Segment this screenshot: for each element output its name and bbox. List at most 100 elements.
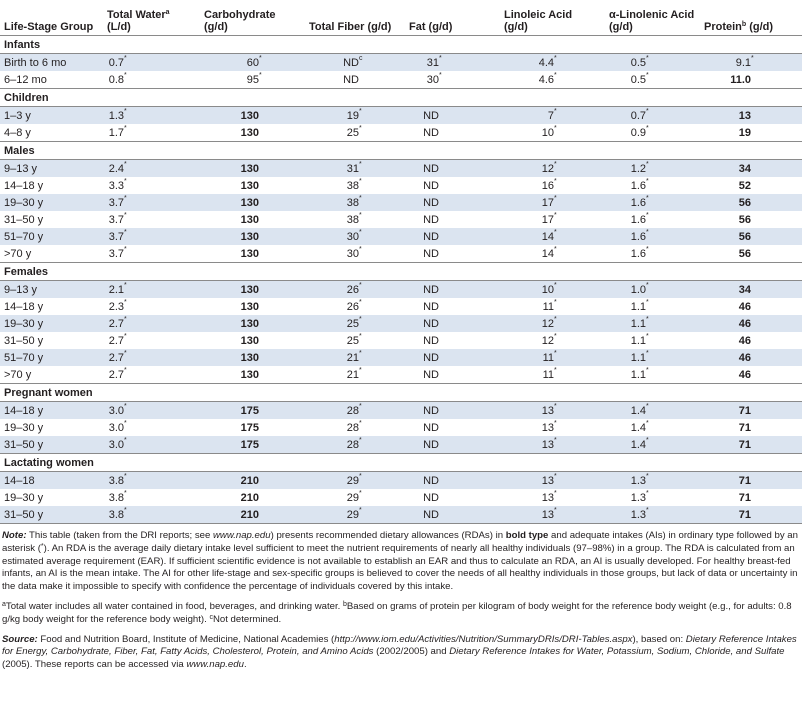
value-mark: * (646, 71, 649, 79)
note-text: Not determined. (212, 613, 282, 625)
value-mark: * (259, 71, 262, 79)
header-text: Carbohydrate (204, 9, 276, 21)
value: 46 (738, 351, 751, 364)
value-mark: * (359, 211, 362, 219)
value: 11 (542, 368, 554, 381)
value-cell: 4.4* (500, 53, 605, 71)
value-cell: 3.8* (103, 471, 200, 489)
value: 130 (240, 317, 259, 330)
value-cell: 3.7* (103, 245, 200, 263)
value-mark: * (124, 402, 127, 410)
value-mark: * (124, 54, 127, 62)
value: 38 (346, 196, 359, 209)
value-cell: 3.8* (103, 506, 200, 524)
value-mark: * (646, 281, 649, 289)
value: ND (423, 300, 439, 313)
value: 210 (240, 474, 259, 487)
life-stage-group: 19–30 y (0, 194, 103, 211)
value: 3.8 (108, 508, 124, 521)
value-mark: * (124, 298, 127, 306)
value-mark: * (124, 160, 127, 168)
value-cell: ND (405, 471, 500, 489)
value: 3.8 (108, 491, 124, 504)
life-stage-group: 9–13 y (0, 159, 103, 177)
life-stage-group: 19–30 y (4, 421, 44, 434)
value-cell: 130 (200, 315, 305, 332)
value-mark: * (646, 419, 649, 427)
value: 26 (346, 283, 359, 296)
value: 1.1 (630, 368, 646, 381)
life-stage-group: >70 y (4, 368, 32, 381)
value: 3.3 (108, 179, 124, 192)
value-cell: 1.4* (605, 401, 700, 419)
value: 28 (346, 421, 359, 434)
value-cell: 1.1* (605, 349, 700, 366)
value-cell: 1.2* (605, 159, 700, 177)
note-text: Based on grams of protein per kilogram o… (2, 600, 792, 625)
value-cell: 130 (200, 280, 305, 298)
value-mark: * (439, 71, 442, 79)
value-cell: 19* (305, 106, 405, 124)
value-cell: 210 (200, 506, 305, 524)
value-mark: * (124, 124, 127, 132)
note-text: Dietary Reference Intakes for Water, Pot… (449, 646, 785, 658)
value-cell: 31* (405, 53, 500, 71)
life-stage-group: 31–50 y (4, 213, 44, 226)
value: 1.7 (108, 126, 124, 139)
data-row: 14–18 y 2.3* 130 26* ND 11* 1.1* 46 (0, 298, 802, 315)
value-cell: 210 (200, 489, 305, 506)
value-cell: 25* (305, 315, 405, 332)
value-cell: 17* (500, 211, 605, 228)
value: 71 (738, 474, 751, 487)
value-cell: 1.4* (605, 436, 700, 454)
value-cell: 71 (700, 401, 802, 419)
value-mark: * (751, 54, 754, 62)
value: ND (423, 109, 439, 122)
value-cell: 130 (200, 106, 305, 124)
value-cell: 130 (200, 194, 305, 211)
value: 1.2 (630, 162, 646, 175)
value-cell: 2.1* (103, 280, 200, 298)
value-cell: 130 (200, 298, 305, 315)
value-cell: 21* (305, 349, 405, 366)
value: 1.6 (630, 179, 646, 192)
note-text: ). An RDA is the average daily dietary i… (2, 542, 798, 593)
value-mark: * (359, 436, 362, 444)
value-cell: 1.1* (605, 315, 700, 332)
notes: Note: This table (taken from the DRI rep… (0, 524, 802, 672)
value-cell: ND (405, 315, 500, 332)
value-cell: 3.7* (103, 211, 200, 228)
value-cell: 7* (500, 106, 605, 124)
header-text: Fat (g/d) (409, 21, 453, 33)
value-cell: 1.0* (605, 280, 700, 298)
value: 11.0 (730, 73, 751, 86)
value: 3.7 (108, 230, 124, 243)
value-cell: 1.3* (103, 106, 200, 124)
value: 13 (738, 109, 751, 122)
value-cell: 130 (200, 245, 305, 263)
value: 71 (738, 421, 751, 434)
value: ND (423, 230, 439, 243)
value-cell: 11* (500, 349, 605, 366)
section-title: Males (0, 141, 802, 160)
value-mark: * (646, 160, 649, 168)
value: 1.6 (630, 213, 646, 226)
value-cell: 34 (700, 159, 802, 177)
value: ND (343, 73, 359, 86)
table-body: Infants Birth to 6 mo 0.7* 60* NDc 31* 4.4* 0.5… (0, 35, 802, 524)
value: 130 (240, 162, 259, 175)
value-cell: 1.3* (605, 489, 700, 506)
life-stage-group: 19–30 y (0, 315, 103, 332)
value: 25 (346, 126, 359, 139)
note-text: Source: (2, 633, 38, 645)
value-cell: 2.4* (103, 159, 200, 177)
section-row: Males (0, 141, 802, 160)
value-mark: * (554, 366, 557, 374)
column-header: Total Fiber (g/d) (305, 0, 405, 36)
value-mark: * (359, 107, 362, 115)
value-cell: 3.0* (103, 401, 200, 419)
note-text: . (243, 659, 247, 671)
value: ND (423, 162, 439, 175)
value-cell: ND (305, 71, 405, 89)
value-cell: 1.1* (605, 298, 700, 315)
